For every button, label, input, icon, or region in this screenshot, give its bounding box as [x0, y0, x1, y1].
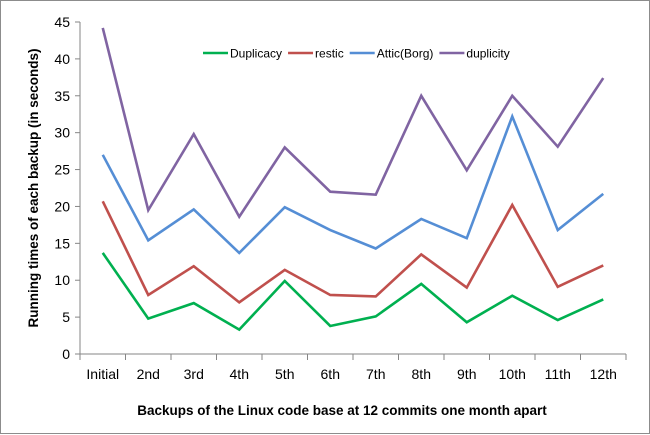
- y-tick-label: 0: [62, 346, 70, 362]
- series-lines: [101, 27, 605, 332]
- series-line-atticborg: [101, 112, 605, 255]
- x-tick-label: 3rd: [184, 366, 204, 382]
- series-line-duplicity: [101, 27, 605, 220]
- x-tick-label: 11th: [545, 366, 571, 382]
- y-tick-label: 15: [54, 235, 70, 251]
- y-tick-label: 35: [54, 88, 70, 104]
- y-tick-label: 25: [54, 162, 70, 178]
- legend-label: Duplicacy: [230, 47, 282, 61]
- y-tick-label: 5: [62, 309, 70, 325]
- x-tick-label: 12th: [590, 366, 617, 382]
- y-tick-label: 30: [54, 125, 70, 141]
- x-tick-label: 2nd: [137, 366, 160, 382]
- y-tick-label: 20: [54, 198, 70, 214]
- x-axis-title: Backups of the Linux code base at 12 com…: [137, 403, 547, 418]
- y-tick-label: 45: [54, 14, 70, 30]
- series-line-restic: [101, 200, 604, 304]
- legend: Duplicacy restic Attic(Borg) duplicity: [203, 47, 510, 61]
- x-tick-label: 6th: [321, 366, 340, 382]
- y-axis-title: Running times of each backup (in seconds…: [26, 48, 41, 327]
- x-tick-label: 4th: [230, 366, 249, 382]
- legend-label: restic: [315, 47, 344, 61]
- legend-label: Attic(Borg): [377, 47, 434, 61]
- y-tick-label: 10: [54, 272, 70, 288]
- x-tick-label: Initial: [86, 366, 119, 382]
- x-tick-label: 10th: [499, 366, 526, 382]
- legend-label: duplicity: [466, 47, 509, 61]
- x-tick-label: 9th: [457, 366, 476, 382]
- y-tick-label: 40: [54, 51, 70, 67]
- x-tick-label: 7th: [366, 366, 385, 382]
- axes: 0 5 10 15 20 25 30 35 40 45 Initial 2nd 3rd 4th 5th 6th…: [54, 14, 627, 382]
- x-tick-label: 5th: [275, 366, 294, 382]
- x-tick-label: 8th: [412, 366, 431, 382]
- series-line-duplicacy: [101, 252, 604, 332]
